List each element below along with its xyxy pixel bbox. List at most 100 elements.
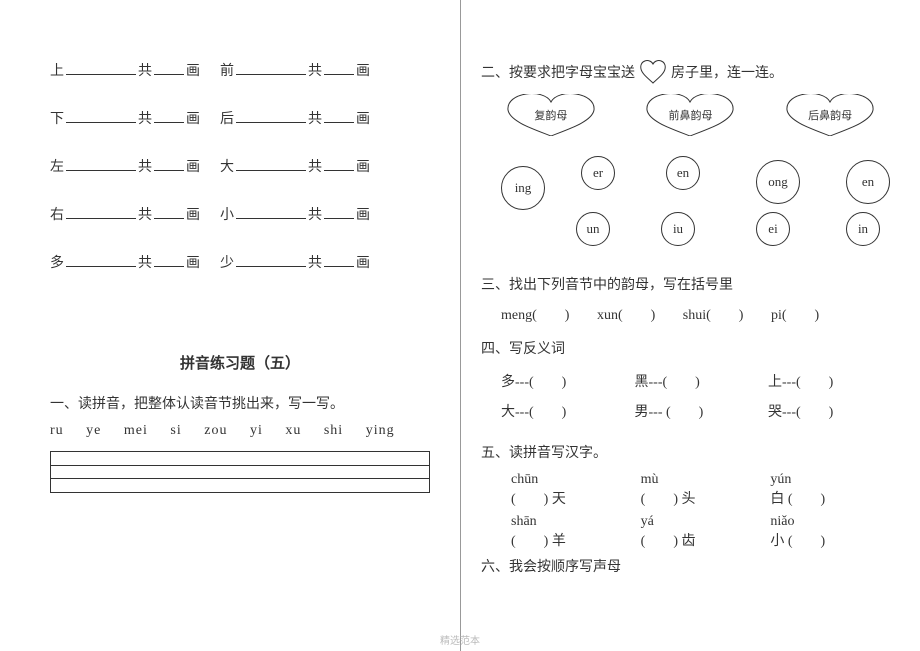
- stroke-char: 大: [220, 156, 234, 176]
- stroke-item: 少 共画: [220, 252, 370, 272]
- heart-box: 复韵母: [496, 94, 606, 136]
- stroke-item: 小 共画: [220, 204, 370, 224]
- stroke-item: 下 共画: [50, 108, 200, 128]
- letter-bubble: un: [576, 212, 610, 246]
- q5-hanzi: ( ) 头: [641, 488, 771, 508]
- stroke-unit: 画: [356, 60, 370, 80]
- q5-pinyin: chūn: [511, 472, 641, 488]
- stroke-row: 右 共画 小 共画: [50, 204, 430, 224]
- q1-pinyin-list: ru ye mei si zou yi xu shi ying: [50, 423, 430, 439]
- q2-text-b: 房子里，连一连。: [671, 62, 783, 82]
- stroke-item: 左 共画: [50, 156, 200, 176]
- pinyin-item: mei: [124, 423, 148, 438]
- stroke-label: 共: [308, 60, 322, 80]
- q6-instruction: 六、我会按顺序写声母: [481, 556, 900, 576]
- stroke-row: 多 共画 少 共画: [50, 252, 430, 272]
- four-line-box: [50, 451, 430, 493]
- stroke-item: 后 共画: [220, 108, 370, 128]
- q3-item: shui( ): [683, 308, 744, 323]
- heart-label: 后鼻韵母: [808, 107, 852, 123]
- stroke-char: 后: [220, 108, 234, 128]
- hearts-row: 复韵母 前鼻韵母 后鼻韵母: [481, 94, 900, 136]
- q4-item: 黑---( ): [635, 368, 765, 398]
- q5-hanzi-row: ( ) 羊 ( ) 齿 小 ( ): [511, 530, 900, 550]
- stroke-char: 上: [50, 60, 64, 80]
- q4-item: 多---( ): [501, 368, 631, 398]
- q4-row: 多---( ) 黑---( ) 上---( ): [501, 368, 900, 398]
- heart-label: 前鼻韵母: [668, 107, 712, 123]
- q5-pinyin: yá: [641, 514, 771, 530]
- pinyin-item: ru: [50, 423, 64, 438]
- stroke-blank: [66, 74, 136, 75]
- stroke-blank: [324, 74, 354, 75]
- q5-hanzi: 小 ( ): [770, 530, 900, 550]
- stroke-exercise: 上 共 画 前 共 画 下 共画 后 共画: [50, 60, 430, 272]
- heart-box: 前鼻韵母: [635, 94, 745, 136]
- letter-bubble: er: [581, 156, 615, 190]
- q4-row: 大---( ) 男--- ( ) 哭---( ): [501, 398, 900, 428]
- letter-bubble: in: [846, 212, 880, 246]
- q5-hanzi: ( ) 齿: [641, 530, 771, 550]
- heart-box: 后鼻韵母: [775, 94, 885, 136]
- right-column: 二、按要求把字母宝宝送 房子里，连一连。 复韵母 前鼻韵母 后鼻韵母 ing er…: [460, 0, 920, 651]
- pinyin-item: zou: [204, 423, 227, 438]
- q4-item: 上---( ): [768, 368, 898, 398]
- stroke-blank: [236, 74, 306, 75]
- stroke-char: 小: [220, 204, 234, 224]
- stroke-row: 左 共画 大 共画: [50, 156, 430, 176]
- q5-pinyin: shān: [511, 514, 641, 530]
- section-title: 拼音练习题（五）: [50, 352, 430, 373]
- q3-item: xun( ): [597, 308, 655, 323]
- pinyin-item: yi: [250, 423, 263, 438]
- letter-bubble: iu: [661, 212, 695, 246]
- q4-instruction: 四、写反义词: [481, 338, 900, 358]
- stroke-row: 下 共画 后 共画: [50, 108, 430, 128]
- q3-item: meng( ): [501, 308, 569, 323]
- q5-hanzi: ( ) 天: [511, 488, 641, 508]
- stroke-blank: [154, 74, 184, 75]
- letter-bubble: ei: [756, 212, 790, 246]
- q5-hanzi-row: ( ) 天 ( ) 头 白 ( ): [511, 488, 900, 508]
- stroke-char: 下: [50, 108, 64, 128]
- pinyin-item: ye: [86, 423, 101, 438]
- q1-instruction: 一、读拼音，把整体认读音节挑出来，写一写。: [50, 393, 430, 413]
- stroke-row: 上 共 画 前 共 画: [50, 60, 430, 80]
- q4-item: 哭---( ): [768, 398, 898, 428]
- heart-icon: [637, 60, 669, 84]
- stroke-item: 上 共 画: [50, 60, 200, 80]
- stroke-char: 多: [50, 252, 64, 272]
- letter-bubble: ong: [756, 160, 800, 204]
- letter-bubble: ing: [501, 166, 545, 210]
- q5-hanzi: ( ) 羊: [511, 530, 641, 550]
- stroke-label: 共: [138, 60, 152, 80]
- stroke-item: 多 共画: [50, 252, 200, 272]
- q2-text-a: 二、按要求把字母宝宝送: [481, 62, 635, 82]
- q5-pinyin: yún: [770, 472, 900, 488]
- q4-block: 多---( ) 黑---( ) 上---( ) 大---( ) 男--- ( )…: [501, 368, 900, 428]
- q3-row: meng( ) xun( ) shui( ) pi( ): [501, 304, 900, 324]
- q3-instruction: 三、找出下列音节中的韵母，写在括号里: [481, 274, 900, 294]
- q5-group: chūn mù yún ( ) 天 ( ) 头 白 ( ) shān yá ni…: [511, 472, 900, 550]
- q5-pinyin: mù: [641, 472, 771, 488]
- stroke-char: 前: [220, 60, 234, 80]
- pinyin-item: ying: [366, 423, 395, 438]
- stroke-char: 右: [50, 204, 64, 224]
- stroke-item: 右 共画: [50, 204, 200, 224]
- stroke-char: 少: [220, 252, 234, 272]
- left-column: 上 共 画 前 共 画 下 共画 后 共画: [0, 0, 460, 651]
- letter-bubble: en: [846, 160, 890, 204]
- pinyin-item: xu: [285, 423, 301, 438]
- heart-label: 复韵母: [534, 107, 567, 123]
- q2-instruction: 二、按要求把字母宝宝送 房子里，连一连。: [481, 60, 900, 84]
- stroke-blank: [66, 122, 136, 123]
- bubbles-area: ingerenongenuniueiin: [481, 150, 900, 260]
- q3-item: pi( ): [771, 308, 819, 323]
- q5-pinyin-row: chūn mù yún: [511, 472, 900, 488]
- q5-pinyin: niǎo: [770, 514, 900, 530]
- stroke-item: 前 共 画: [220, 60, 370, 80]
- stroke-item: 大 共画: [220, 156, 370, 176]
- footer-text: 精选范本: [440, 632, 480, 647]
- q5-hanzi: 白 ( ): [770, 488, 900, 508]
- pinyin-item: shi: [324, 423, 343, 438]
- pinyin-item: si: [170, 423, 181, 438]
